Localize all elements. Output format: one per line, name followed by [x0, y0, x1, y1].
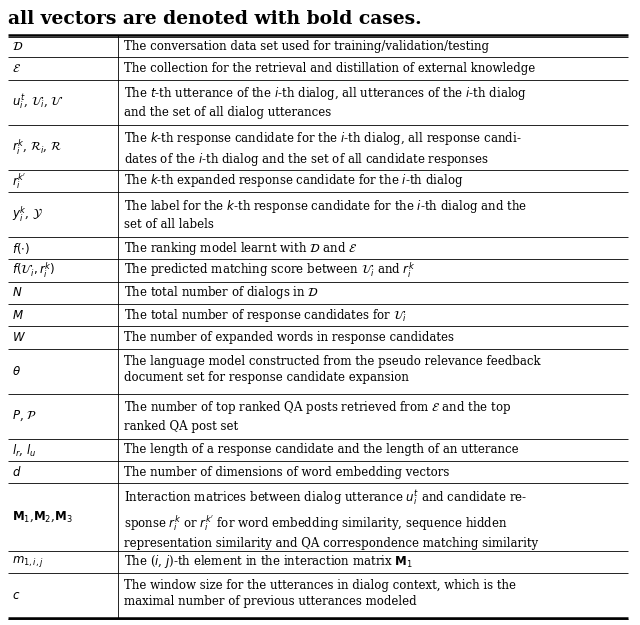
Text: The predicted matching score between $\mathcal{U}_i$ and $r_i^k$: The predicted matching score between $\m…: [124, 261, 415, 280]
Text: The collection for the retrieval and distillation of external knowledge: The collection for the retrieval and dis…: [124, 62, 535, 75]
Text: $f(\cdot)$: $f(\cdot)$: [12, 241, 30, 256]
Text: The length of a response candidate and the length of an utterance: The length of a response candidate and t…: [124, 443, 518, 456]
Text: $r_i^k$, $\mathcal{R}_i$, $\mathcal{R}$: $r_i^k$, $\mathcal{R}_i$, $\mathcal{R}$: [12, 138, 62, 157]
Text: all vectors are denoted with bold cases.: all vectors are denoted with bold cases.: [8, 10, 422, 28]
Text: The window size for the utterances in dialog context, which is the
maximal numbe: The window size for the utterances in di…: [124, 579, 516, 608]
Text: $\mathbf{M}_1$,$\mathbf{M}_2$,$\mathbf{M}_3$: $\mathbf{M}_1$,$\mathbf{M}_2$,$\mathbf{M…: [12, 510, 72, 524]
Text: The ($i$, $j$)-th element in the interaction matrix $\mathbf{M}_1$: The ($i$, $j$)-th element in the interac…: [124, 554, 413, 571]
Text: The ranking model learnt with $\mathcal{D}$ and $\mathcal{E}$: The ranking model learnt with $\mathcal{…: [124, 239, 357, 256]
Text: $m_{1,i,j}$: $m_{1,i,j}$: [12, 554, 44, 569]
Text: The $k$-th response candidate for the $i$-th dialog, all response candi-
dates o: The $k$-th response candidate for the $i…: [124, 130, 522, 169]
Text: The total number of dialogs in $\mathcal{D}$: The total number of dialogs in $\mathcal…: [124, 284, 319, 301]
Text: $P$, $\mathcal{P}$: $P$, $\mathcal{P}$: [12, 409, 37, 423]
Text: $y_i^k$, $\mathcal{Y}$: $y_i^k$, $\mathcal{Y}$: [12, 204, 44, 224]
Text: $u_i^t$, $\mathcal{U}_i$, $\mathcal{U}$: $u_i^t$, $\mathcal{U}_i$, $\mathcal{U}$: [12, 92, 64, 112]
Text: The number of top ranked QA posts retrieved from $\mathcal{E}$ and the top
ranke: The number of top ranked QA posts retrie…: [124, 399, 511, 433]
Text: $\theta$: $\theta$: [12, 365, 21, 378]
Text: The number of dimensions of word embedding vectors: The number of dimensions of word embeddi…: [124, 466, 449, 479]
Text: $c$: $c$: [12, 589, 20, 602]
Text: $d$: $d$: [12, 465, 22, 479]
Text: $f(\mathcal{U}_i, r_i^k)$: $f(\mathcal{U}_i, r_i^k)$: [12, 261, 56, 280]
Text: $r_i^{k'}$: $r_i^{k'}$: [12, 171, 26, 191]
Text: $l_r$, $l_u$: $l_r$, $l_u$: [12, 442, 36, 458]
Text: Interaction matrices between dialog utterance $u_i^t$ and candidate re-
sponse $: Interaction matrices between dialog utte…: [124, 489, 538, 549]
Text: The $k$-th expanded response candidate for the $i$-th dialog: The $k$-th expanded response candidate f…: [124, 173, 463, 189]
Text: $\mathcal{D}$: $\mathcal{D}$: [12, 40, 23, 52]
Text: $W$: $W$: [12, 331, 26, 344]
Text: The number of expanded words in response candidates: The number of expanded words in response…: [124, 331, 454, 344]
Text: The label for the $k$-th response candidate for the $i$-th dialog and the
set of: The label for the $k$-th response candid…: [124, 198, 527, 231]
Text: $M$: $M$: [12, 309, 24, 322]
Text: The total number of response candidates for $\mathcal{U}_i$: The total number of response candidates …: [124, 307, 407, 324]
Text: $\mathcal{E}$: $\mathcal{E}$: [12, 62, 21, 75]
Text: The $t$-th utterance of the $i$-th dialog, all utterances of the $i$-th dialog
a: The $t$-th utterance of the $i$-th dialo…: [124, 86, 527, 119]
Text: The language model constructed from the pseudo relevance feedback
document set f: The language model constructed from the …: [124, 354, 541, 384]
Text: The conversation data set used for training/validation/testing: The conversation data set used for train…: [124, 40, 489, 52]
Text: $N$: $N$: [12, 286, 22, 299]
